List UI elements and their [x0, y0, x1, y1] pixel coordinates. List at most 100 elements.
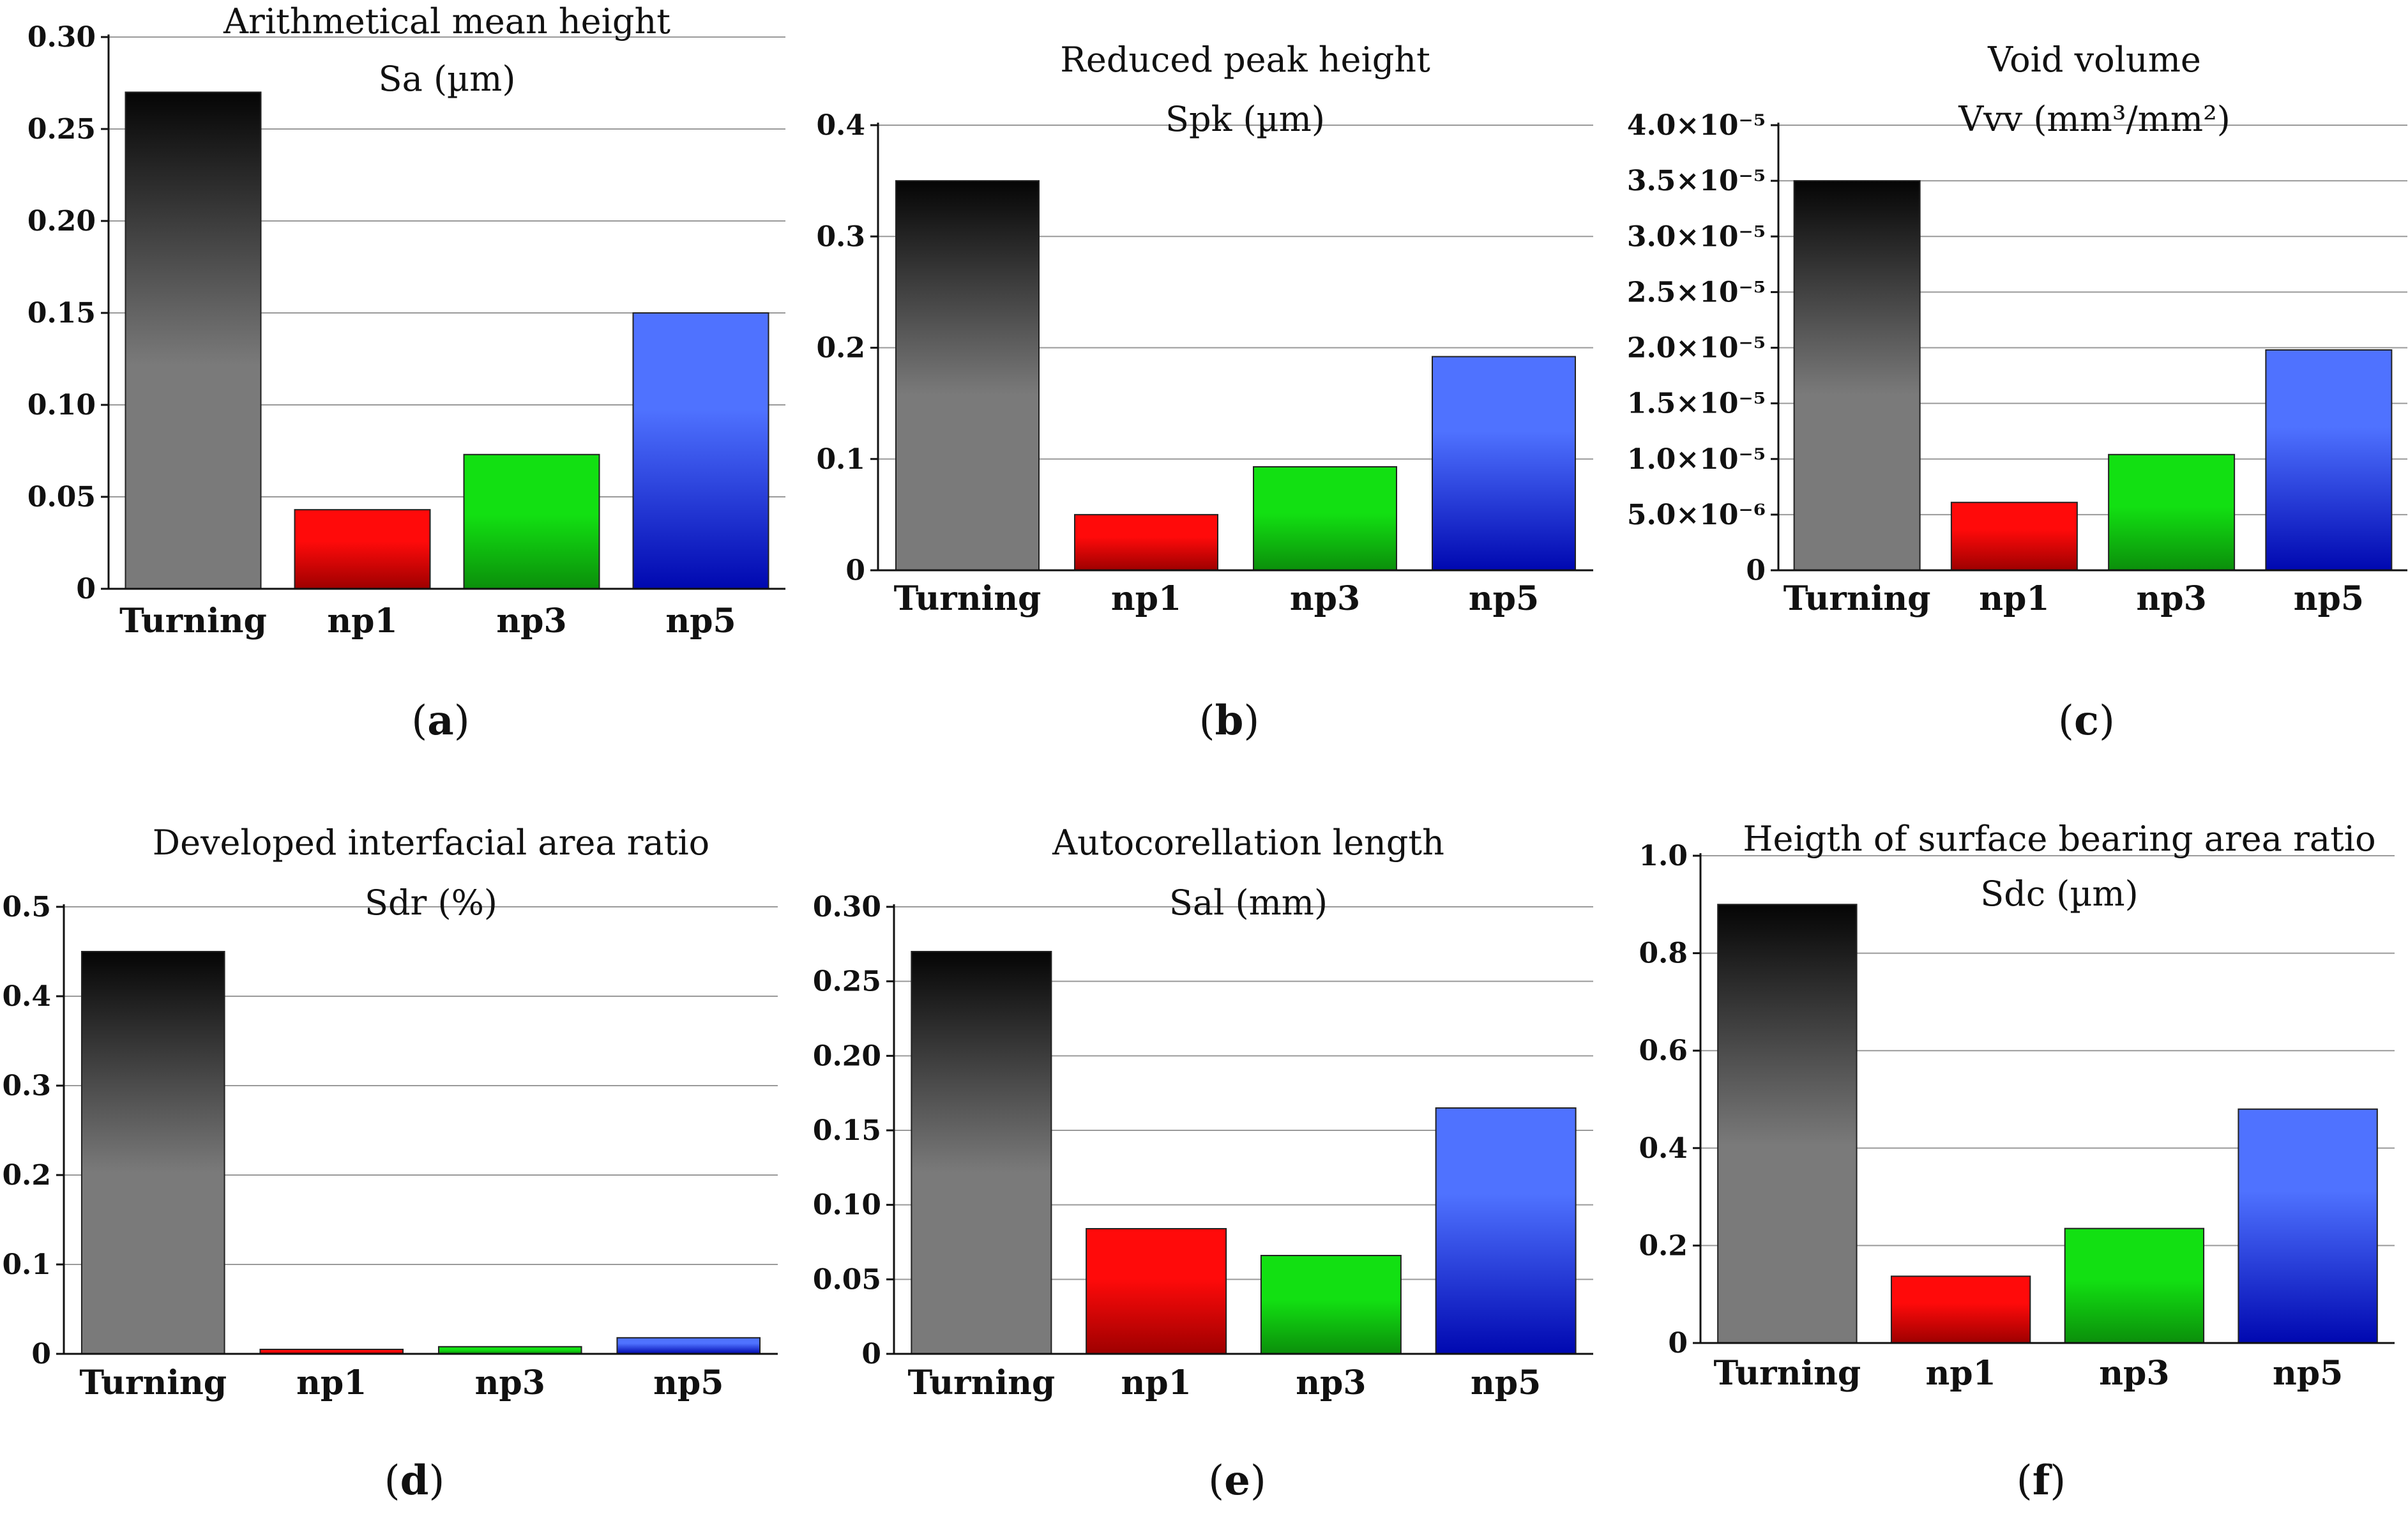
x-tick-label: np1 [296, 1363, 367, 1402]
chart-panel-f: 0 0.2 0.4 0.6 0.8 1.0 Turning np1 np3 np5 Heigth o… [1639, 819, 2395, 1505]
chart-title: Arithmetical mean height [223, 1, 670, 42]
x-tick-label: np1 [1979, 579, 2049, 618]
x-tick-label: np1 [327, 602, 397, 641]
y-tick-label: 0.2 [816, 332, 865, 365]
y-tick-label: 0.25 [27, 113, 96, 146]
bar-turning [895, 180, 1040, 571]
chart-title: Reduced peak height [1060, 40, 1430, 80]
panel-label: (e) [1208, 1457, 1266, 1505]
y-tick-label: 0.30 [813, 891, 881, 923]
y-tick-label: 2.0×10⁻⁵ [1627, 332, 1766, 365]
y-tick-label: 2.5×10⁻⁵ [1627, 276, 1766, 308]
y-tick-label: 0.1 [2, 1248, 51, 1281]
bar-np3 [2064, 1227, 2205, 1344]
x-tick-label: np3 [2099, 1354, 2169, 1393]
y-tick-label: 0.30 [27, 21, 96, 54]
bar-turning [911, 951, 1052, 1354]
x-tick-label: np5 [2294, 579, 2364, 618]
bar-np3 [463, 453, 600, 590]
x-tick-label: np3 [496, 602, 566, 641]
bar-np3 [1260, 1255, 1402, 1354]
x-tick-label: np5 [2273, 1354, 2343, 1393]
bar-np3 [2108, 453, 2236, 572]
chart-title: Void volume [1987, 40, 2201, 80]
chart-subtitle: Sdr (%) [365, 883, 497, 923]
x-tick-label: Turning [119, 602, 267, 641]
y-tick-label: 0.25 [813, 966, 881, 998]
chart-title: Heigth of surface bearing area ratio [1743, 819, 2375, 859]
bar-np5 [632, 312, 769, 589]
bar-turning [80, 951, 225, 1354]
bar-np1 [1086, 1228, 1227, 1354]
y-tick-label: 0 [845, 554, 865, 587]
bar-turning [1793, 180, 1921, 571]
x-tick-label: np5 [665, 602, 736, 641]
x-tick-label: Turning [1713, 1354, 1861, 1393]
x-tick-label: np3 [2136, 579, 2206, 618]
chart-title: Developed interfacial area ratio [153, 823, 709, 863]
bar-turning [1717, 904, 1858, 1344]
bar-turning [125, 91, 262, 589]
chart-panel-d: 0 0.1 0.2 0.3 0.4 0.5 Turning np1 np3 np5 Develope… [2, 823, 778, 1505]
x-tick-label: np5 [653, 1363, 723, 1402]
x-tick-label: np1 [1121, 1363, 1191, 1402]
y-tick-label: 0.20 [813, 1040, 881, 1072]
chart-panel-b: 0 0.1 0.2 0.3 0.4 Turning np1 np3 np5 Reduced pea… [816, 40, 1593, 745]
y-tick-label: 0.4 [2, 980, 51, 1013]
y-tick-label: 4.0×10⁻⁵ [1627, 109, 1766, 142]
x-tick-label: np5 [1471, 1363, 1541, 1402]
y-tick-label: 5.0×10⁻⁶ [1627, 499, 1766, 531]
chart-subtitle: Sa (µm) [379, 59, 516, 99]
bar-np5 [2238, 1108, 2378, 1344]
bar-np3 [1253, 466, 1397, 572]
y-tick-label: 0.2 [1639, 1229, 1688, 1262]
x-tick-label: np1 [1925, 1354, 1995, 1393]
x-tick-label: np5 [1469, 579, 1539, 618]
y-tick-label: 0 [76, 573, 96, 605]
chart-subtitle: Spk (µm) [1165, 99, 1325, 139]
y-tick-label: 0.05 [813, 1263, 881, 1296]
bar-np1 [1950, 501, 2078, 572]
y-tick-label: 0.2 [2, 1159, 51, 1192]
panel-label: (c) [2058, 697, 2115, 745]
x-tick-label: Turning [894, 579, 1041, 618]
y-tick-label: 0 [1746, 554, 1766, 587]
y-tick-label: 0.10 [813, 1189, 881, 1222]
panel-label: (a) [411, 697, 469, 745]
chart-title: Autocorellation length [1052, 823, 1444, 863]
y-tick-label: 0.8 [1639, 937, 1688, 970]
bar-np5 [1435, 1107, 1577, 1354]
y-tick-label: 0.5 [2, 891, 51, 923]
y-tick-label: 0.3 [2, 1070, 51, 1102]
y-tick-label: 0.20 [27, 205, 96, 238]
panel-label: (d) [384, 1457, 445, 1505]
x-tick-label: np3 [475, 1363, 545, 1402]
chart-panel-c: 0 5.0×10⁻⁶ 1.0×10⁻⁵ 1.5×10⁻⁵ 2.0×10⁻⁵ 2.5×10⁻… [1627, 40, 2407, 745]
y-tick-label: 0.05 [27, 481, 96, 513]
bar-np1 [1890, 1275, 2031, 1344]
chart-panel-a: 0 0.05 0.10 0.15 0.20 0.25 0.30 Turning np1 np3 np… [27, 1, 785, 745]
y-tick-label: 0.15 [813, 1114, 881, 1147]
y-tick-label: 0.6 [1639, 1035, 1688, 1067]
y-tick-label: 3.5×10⁻⁵ [1627, 165, 1766, 197]
x-tick-label: Turning [907, 1363, 1055, 1402]
bar-np5 [2265, 349, 2393, 571]
x-tick-label: Turning [1783, 579, 1931, 618]
y-tick-label: 3.0×10⁻⁵ [1627, 220, 1766, 253]
x-tick-label: np1 [1111, 579, 1181, 618]
x-tick-label: np3 [1290, 579, 1360, 618]
y-tick-label: 0.3 [816, 220, 865, 253]
y-tick-label: 1.0 [1639, 840, 1688, 872]
chart-panel-e: 0 0.05 0.10 0.15 0.20 0.25 0.30 Turning np1 np3 np… [813, 823, 1593, 1505]
chart-subtitle: Sdc (µm) [1980, 874, 2138, 914]
panel-label: (f) [2017, 1457, 2066, 1505]
y-tick-label: 0.15 [27, 297, 96, 330]
y-tick-label: 0.10 [27, 389, 96, 421]
y-tick-label: 0.1 [816, 443, 865, 476]
panel-label: (b) [1199, 697, 1260, 745]
bar-np1 [294, 509, 431, 589]
chart-subtitle: Vvv (mm³/mm²) [1958, 99, 2230, 139]
x-tick-label: np3 [1296, 1363, 1366, 1402]
y-tick-label: 1.5×10⁻⁵ [1627, 388, 1766, 420]
